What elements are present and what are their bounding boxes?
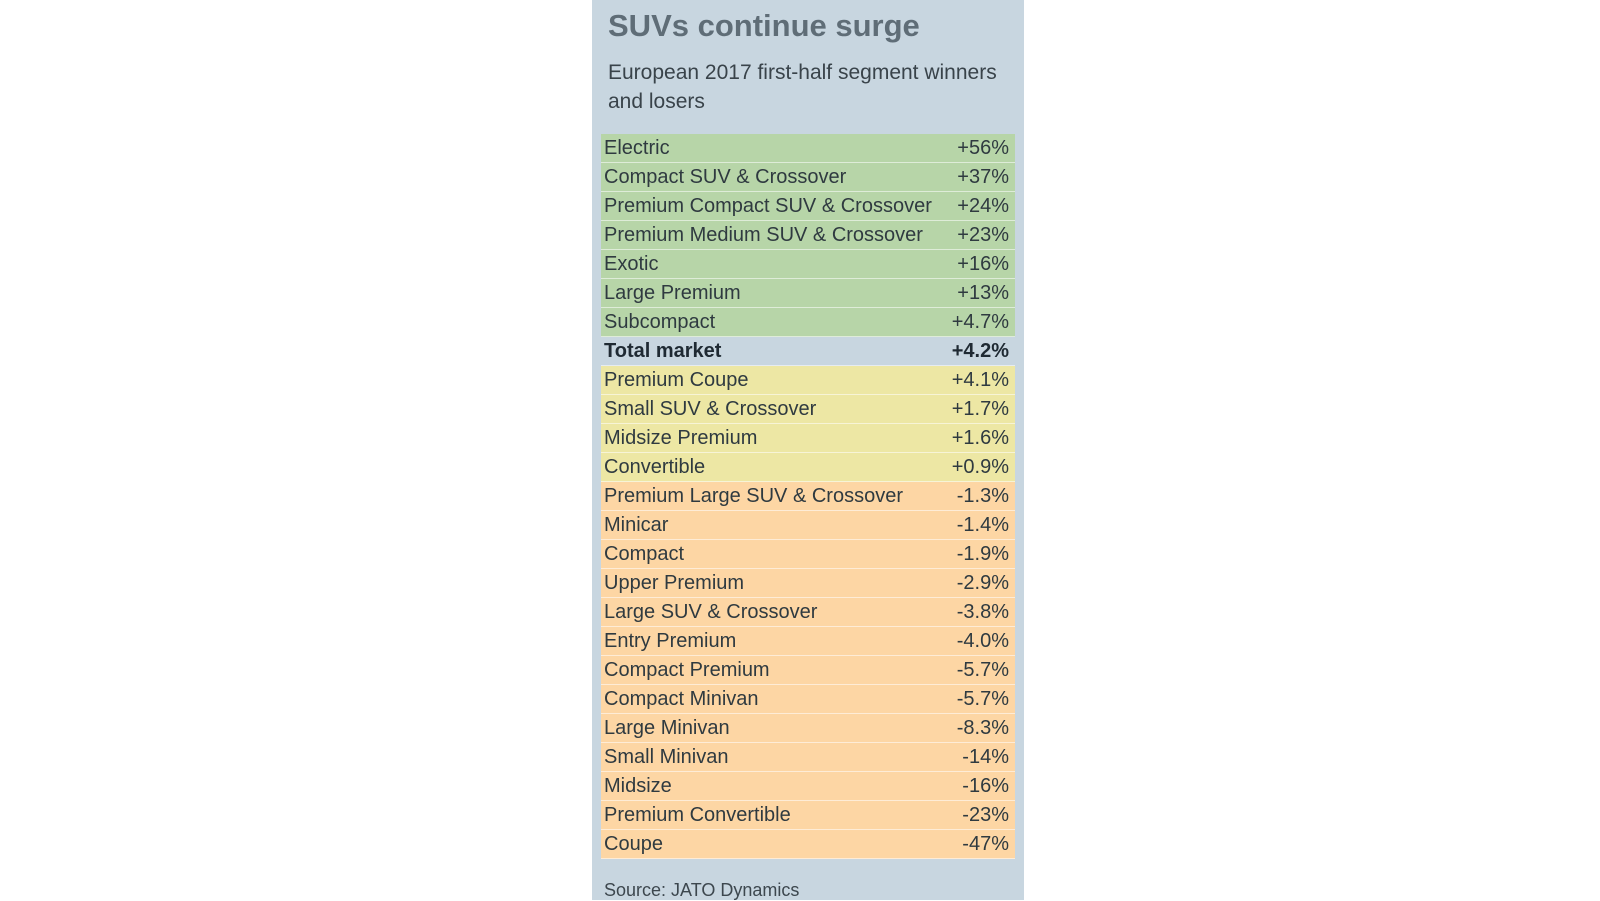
segment-change-value: +37% [957,166,1009,188]
segment-label: Compact [604,543,685,565]
table-row: Small SUV & Crossover +1.7% [601,395,1015,424]
table-row: Minicar -1.4% [601,511,1015,540]
table-row: Large Minivan -8.3% [601,714,1015,743]
table-row: Premium Medium SUV & Crossover +23% [601,221,1015,250]
table-row: Coupe -47% [601,830,1015,859]
segment-label: Premium Coupe [604,369,749,391]
segment-change-value: -1.9% [956,543,1009,565]
table-row: Electric +56% [601,134,1015,163]
table-row: Convertible +0.9% [601,453,1015,482]
chart-title: SUVs continue surge [608,8,920,43]
segment-change-value: -47% [962,833,1009,855]
segment-label: Premium Medium SUV & Crossover [604,224,923,246]
segment-change-value: +16% [957,253,1009,275]
segment-label: Total market [604,340,722,362]
table-row: Midsize Premium +1.6% [601,424,1015,453]
segment-label: Convertible [604,456,706,478]
table-row: Exotic +16% [601,250,1015,279]
segment-change-value: +4.1% [951,369,1009,391]
table-row: Premium Coupe +4.1% [601,366,1015,395]
segment-change-value: -8.3% [956,717,1009,739]
segment-change-value: +1.6% [951,427,1009,449]
segment-label: Electric [604,137,670,159]
segment-change-value: +56% [957,137,1009,159]
segment-change-value: +24% [957,195,1009,217]
segment-label: Small SUV & Crossover [604,398,817,420]
table-row: Small Minivan -14% [601,743,1015,772]
segment-label: Subcompact [604,311,716,333]
table-row: Compact Premium -5.7% [601,656,1015,685]
segment-change-value: -23% [962,804,1009,826]
segment-change-value: -3.8% [956,601,1009,623]
segment-label: Entry Premium [604,630,737,652]
segment-change-value: -14% [962,746,1009,768]
segment-change-value: +4.7% [951,311,1009,333]
table-row: Compact -1.9% [601,540,1015,569]
segment-label: Large SUV & Crossover [604,601,818,623]
segment-label: Large Minivan [604,717,730,739]
segment-change-value: +13% [957,282,1009,304]
segment-label: Premium Compact SUV & Crossover [604,195,932,217]
table-row: Large Premium +13% [601,279,1015,308]
table-row: Premium Convertible -23% [601,801,1015,830]
table-row: Midsize -16% [601,772,1015,801]
table-row: Premium Large SUV & Crossover -1.3% [601,482,1015,511]
segment-change-value: -1.3% [956,485,1009,507]
segment-change-value: -16% [962,775,1009,797]
segment-label: Compact Premium [604,659,770,681]
segment-label: Coupe [604,833,663,855]
table-row: Subcompact +4.7% [601,308,1015,337]
table-row: Compact SUV & Crossover +37% [601,163,1015,192]
segment-label: Upper Premium [604,572,745,594]
segment-label: Minicar [604,514,669,536]
chart-panel: SUVs continue surge European 2017 first-… [592,0,1024,900]
segment-change-value: -1.4% [956,514,1009,536]
segment-change-value: -5.7% [956,659,1009,681]
total-market-row: Total market +4.2% [601,337,1015,366]
segment-label: Small Minivan [604,746,729,768]
segment-change-value: -2.9% [956,572,1009,594]
segment-change-value: +4.2% [951,340,1009,362]
segment-table: Electric +56% Compact SUV & Crossover +37% P… [601,134,1015,859]
segment-label: Compact Minivan [604,688,759,710]
segment-label: Compact SUV & Crossover [604,166,847,188]
segment-label: Large Premium [604,282,741,304]
segment-label: Midsize [604,775,672,797]
segment-label: Premium Large SUV & Crossover [604,485,903,507]
table-row: Entry Premium -4.0% [601,627,1015,656]
table-row: Compact Minivan -5.7% [601,685,1015,714]
table-row: Premium Compact SUV & Crossover +24% [601,192,1015,221]
segment-change-value: +1.7% [951,398,1009,420]
table-row: Large SUV & Crossover -3.8% [601,598,1015,627]
segment-change-value: -5.7% [956,688,1009,710]
table-row: Upper Premium -2.9% [601,569,1015,598]
source-note: Source: JATO Dynamics [604,880,800,900]
segment-label: Premium Convertible [604,804,791,826]
segment-label: Exotic [604,253,659,275]
segment-change-value: -4.0% [956,630,1009,652]
segment-label: Midsize Premium [604,427,758,449]
segment-change-value: +23% [957,224,1009,246]
chart-subtitle: European 2017 first-half segment winners… [608,61,997,113]
segment-change-value: +0.9% [951,456,1009,478]
